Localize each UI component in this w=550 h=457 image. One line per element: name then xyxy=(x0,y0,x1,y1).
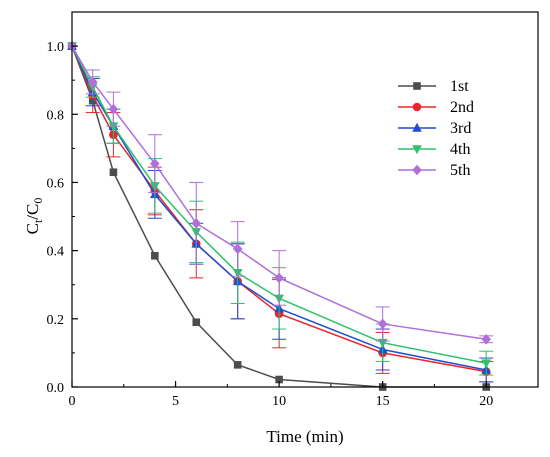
x-tick-label: 0 xyxy=(69,394,76,409)
data-point xyxy=(108,103,119,115)
x-tick-label: 20 xyxy=(479,394,493,409)
legend-marker xyxy=(412,164,422,176)
data-point xyxy=(151,251,159,260)
legend-item-4th: 4th xyxy=(398,141,470,158)
x-axis-label: Time (min) xyxy=(266,427,343,446)
legend-marker xyxy=(412,102,422,112)
data-point xyxy=(274,272,284,284)
y-axis-label-sub2: 0 xyxy=(31,198,45,204)
data-point xyxy=(109,168,118,177)
legend-marker xyxy=(412,122,422,132)
legend-item-5th: 5th xyxy=(398,162,470,179)
x-tick-label: 10 xyxy=(272,394,286,409)
data-point xyxy=(150,158,160,170)
data-point xyxy=(232,243,243,255)
y-tick-label: 0.4 xyxy=(47,245,65,260)
legend-label: 4th xyxy=(450,141,470,158)
legend-item-1st: 1st xyxy=(398,78,469,95)
data-point xyxy=(192,318,201,327)
data-point xyxy=(481,333,492,345)
x-tick-label: 5 xyxy=(172,394,179,409)
y-axis-label-sub1: t xyxy=(31,219,45,223)
legend-marker xyxy=(412,145,422,155)
legend-label: 3rd xyxy=(450,120,471,137)
series-5th xyxy=(67,40,494,345)
y-tick-label: 0.6 xyxy=(47,176,65,191)
data-point xyxy=(87,76,98,88)
y-axis-label-mid: /C xyxy=(23,204,42,220)
y-tick-label: 1.0 xyxy=(47,40,65,55)
legend-item-3rd: 3rd xyxy=(398,120,471,137)
data-point xyxy=(481,359,492,369)
plot-frame xyxy=(71,11,539,388)
y-axis-label: Ct/C0 xyxy=(23,198,45,235)
plot-area xyxy=(67,40,494,391)
y-tick-label: 0.2 xyxy=(47,313,65,328)
legend: 1st 2nd 3rd 4th 5th xyxy=(398,78,474,179)
data-point xyxy=(233,361,242,369)
legend-label: 1st xyxy=(450,78,469,95)
legend-label: 2nd xyxy=(450,99,474,116)
data-point xyxy=(108,122,119,132)
legend-marker xyxy=(413,82,421,90)
axes: 0 5 10 15 20 0.0 0.2 0.4 0.6 0.8 1.0 xyxy=(47,11,539,409)
data-point xyxy=(377,318,388,330)
x-tick-label: 15 xyxy=(376,394,390,409)
data-point xyxy=(275,375,283,384)
legend-label: 5th xyxy=(450,162,470,179)
legend-item-2nd: 2nd xyxy=(398,99,474,116)
data-point xyxy=(191,218,202,229)
y-axis-label-main: C xyxy=(23,223,42,234)
y-tick-label: 0.0 xyxy=(47,381,65,396)
y-tick-label: 0.8 xyxy=(47,108,65,123)
